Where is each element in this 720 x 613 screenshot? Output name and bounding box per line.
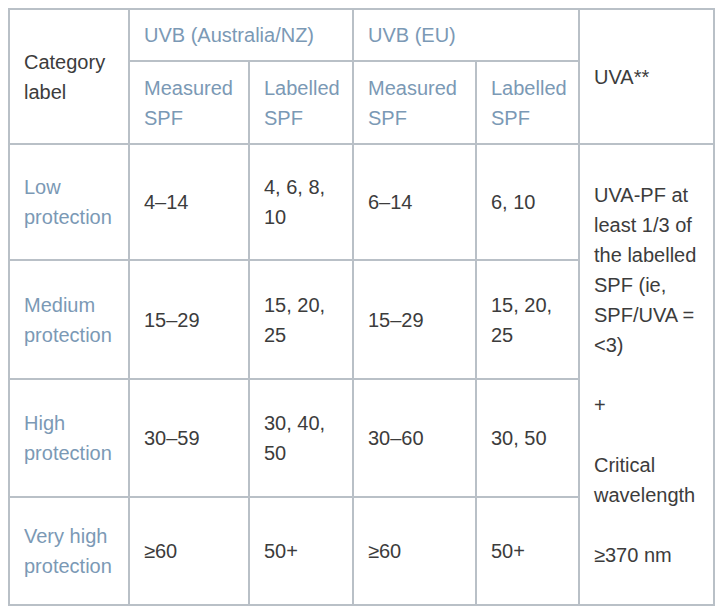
subheader-eu-labelled-spf: Labelled SPF <box>476 61 579 144</box>
cell-high-eu-measured: 30–60 <box>353 379 476 497</box>
cell-low-aus-labelled: 4, 6, 8, 10 <box>249 144 353 260</box>
row-label-low-protection: Low protection <box>9 144 129 260</box>
uva-requirement-370nm: ≥370 nm <box>594 540 699 570</box>
cell-medium-aus-measured: 15–29 <box>129 260 249 379</box>
cell-very-high-aus-labelled: 50+ <box>249 497 353 605</box>
cell-medium-eu-measured: 15–29 <box>353 260 476 379</box>
cell-high-aus-labelled: 30, 40, 50 <box>249 379 353 497</box>
subheader-aus-labelled-spf: Labelled SPF <box>249 61 353 144</box>
cell-uva-requirements: UVA-PF at least 1/3 of the labelled SPF … <box>579 144 714 605</box>
cell-very-high-eu-labelled: 50+ <box>476 497 579 605</box>
page-background: Category label UVB (Australia/NZ) UVB (E… <box>0 0 720 613</box>
subheader-eu-measured-spf: Measured SPF <box>353 61 476 144</box>
cell-low-eu-labelled: 6, 10 <box>476 144 579 260</box>
cell-very-high-aus-measured: ≥60 <box>129 497 249 605</box>
uva-requirement-ratio: UVA-PF at least 1/3 of the labelled SPF … <box>594 180 699 360</box>
header-uvb-aus-group: UVB (Australia/NZ) <box>129 9 353 61</box>
uva-requirement-critical-wavelength: Critical wavelength <box>594 450 699 510</box>
row-label-high-protection: High protection <box>9 379 129 497</box>
cell-medium-eu-labelled: 15, 20, 25 <box>476 260 579 379</box>
header-uvb-eu-group: UVB (EU) <box>353 9 579 61</box>
row-label-very-high-protection: Very high protection <box>9 497 129 605</box>
header-uva: UVA** <box>579 9 714 144</box>
spf-category-table: Category label UVB (Australia/NZ) UVB (E… <box>8 8 715 606</box>
header-group-row: Category label UVB (Australia/NZ) UVB (E… <box>9 9 714 61</box>
cell-medium-aus-labelled: 15, 20, 25 <box>249 260 353 379</box>
table-row-low-protection: Low protection 4–14 4, 6, 8, 10 6–14 6, … <box>9 144 714 260</box>
header-category-label: Category label <box>9 9 129 144</box>
row-label-medium-protection: Medium protection <box>9 260 129 379</box>
subheader-aus-measured-spf: Measured SPF <box>129 61 249 144</box>
cell-low-aus-measured: 4–14 <box>129 144 249 260</box>
cell-very-high-eu-measured: ≥60 <box>353 497 476 605</box>
uva-requirement-plus: + <box>594 390 699 420</box>
cell-low-eu-measured: 6–14 <box>353 144 476 260</box>
cell-high-aus-measured: 30–59 <box>129 379 249 497</box>
cell-high-eu-labelled: 30, 50 <box>476 379 579 497</box>
